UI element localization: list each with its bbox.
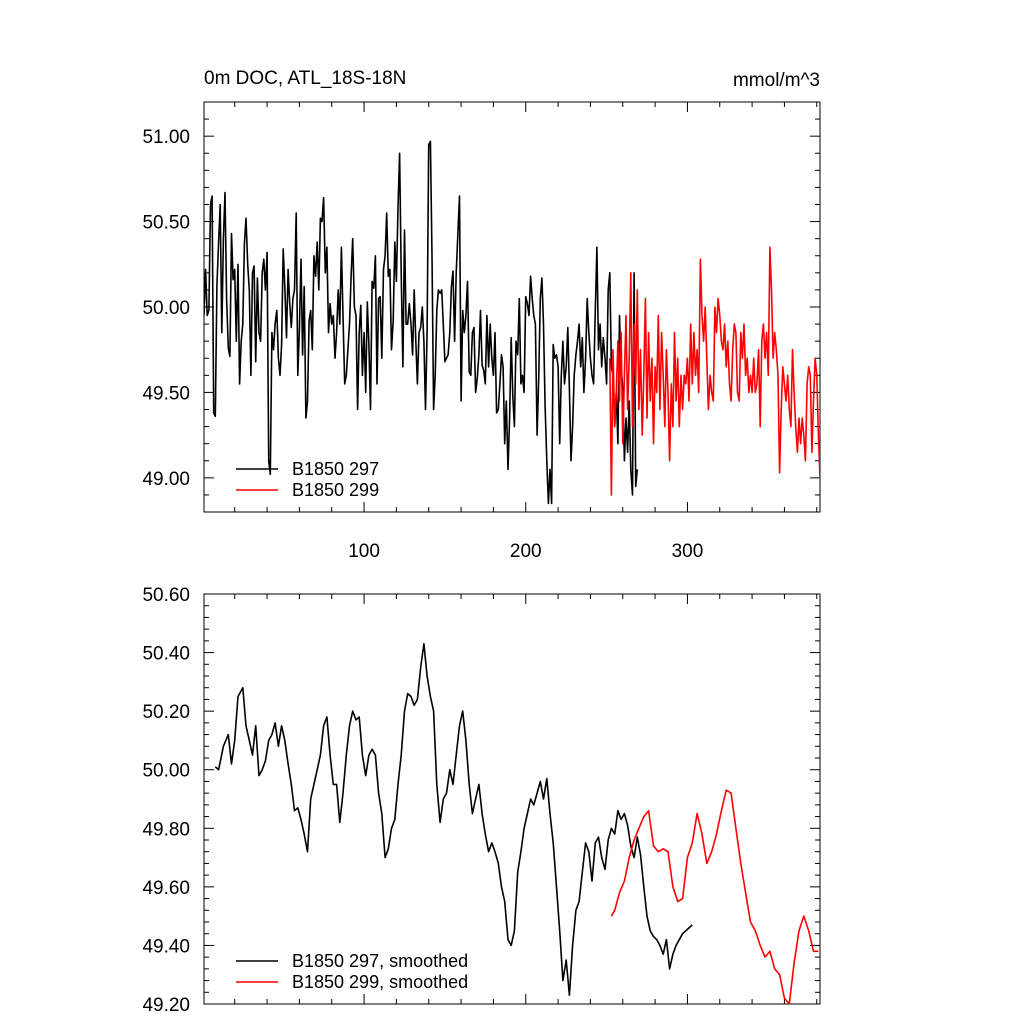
top-y-tick-label: 49.00 bbox=[142, 469, 190, 490]
bottom-legend-label: B1850 297, smoothed bbox=[292, 951, 468, 971]
bottom-legend-label: B1850 299, smoothed bbox=[292, 972, 468, 992]
top-series-line-1 bbox=[609, 246, 820, 496]
top-legend-label: B1850 299 bbox=[292, 480, 379, 500]
bottom-y-tick-label: 49.20 bbox=[142, 995, 190, 1016]
top-chart-lines bbox=[204, 140, 820, 505]
bottom-plot-frame bbox=[203, 593, 821, 1005]
bottom-y-tick-label: 49.80 bbox=[142, 819, 190, 840]
top-y-tick-label: 51.00 bbox=[142, 127, 190, 148]
top-chart-units: mmol/m^3 bbox=[733, 70, 820, 91]
top-chart-axes: 100 200 300 49.00 49.50 50.00 50.50 51.00 bbox=[142, 101, 821, 562]
top-legend-label: B1850 297 bbox=[292, 459, 379, 479]
top-y-tick-label: 50.00 bbox=[142, 298, 190, 319]
top-series-line-0 bbox=[204, 140, 639, 505]
bottom-chart-lines bbox=[214, 643, 819, 1004]
top-chart-title: 0m DOC, ATL_18S-18N bbox=[204, 68, 406, 89]
bottom-chart-axes: 49.20 49.40 49.60 49.80 50.00 50.20 50.40 50.60 bbox=[142, 585, 821, 1016]
top-x-tick-label: 100 bbox=[348, 541, 380, 562]
bottom-y-tick-label: 50.00 bbox=[142, 761, 190, 782]
top-x-tick-label: 200 bbox=[510, 541, 542, 562]
bottom-y-tick-label: 50.60 bbox=[142, 585, 190, 606]
top-y-tick-label: 49.50 bbox=[142, 383, 190, 404]
bottom-series-line-0 bbox=[214, 643, 693, 996]
bottom-y-tick-label: 49.40 bbox=[142, 936, 190, 957]
top-x-tick-label: 300 bbox=[672, 541, 704, 562]
bottom-y-tick-label: 49.60 bbox=[142, 878, 190, 899]
bottom-y-tick-label: 50.40 bbox=[142, 644, 190, 665]
bottom-series-line-1 bbox=[610, 789, 819, 1004]
top-y-tick-label: 50.50 bbox=[142, 213, 190, 234]
bottom-y-tick-label: 50.20 bbox=[142, 702, 190, 723]
